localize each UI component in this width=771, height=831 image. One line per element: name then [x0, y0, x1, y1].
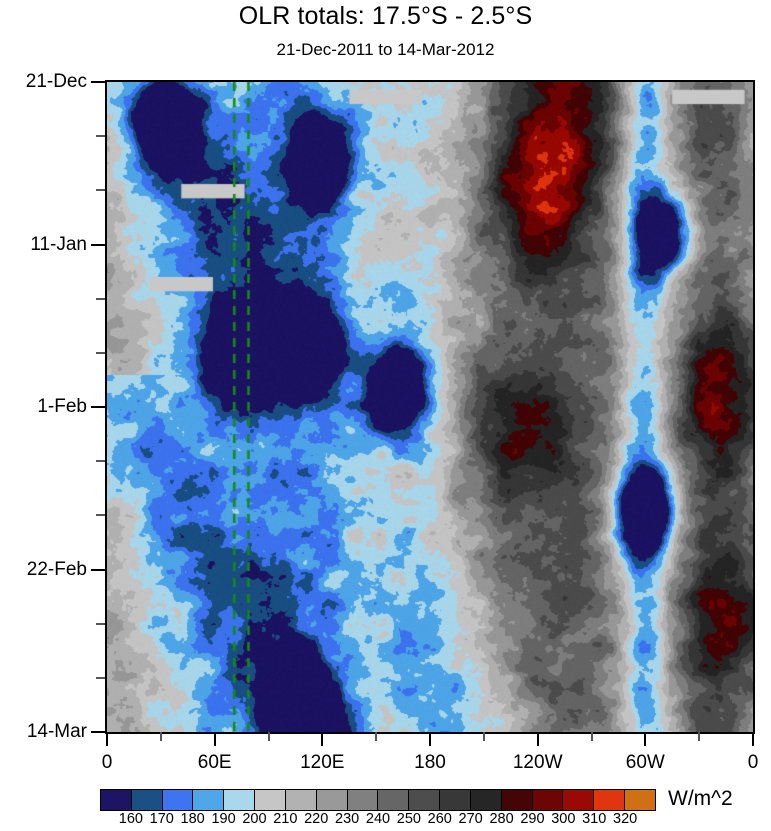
colorbar-tick-label: 290: [520, 811, 545, 827]
x-tick-major: [536, 732, 539, 746]
colorbar-cell: [593, 790, 625, 810]
colorbar-tick-label: 310: [582, 811, 607, 827]
x-tick-label: 60W: [625, 752, 665, 773]
colorbar-tick-label: 280: [489, 811, 514, 827]
colorbar-tick-label: 170: [149, 811, 174, 827]
y-tick-label: 11-Jan: [30, 233, 87, 255]
colorbar-cell: [377, 790, 409, 810]
x-tick-label: 0: [747, 752, 759, 773]
colorbar: [100, 789, 656, 811]
page-title: OLR totals: 17.5°S - 2.5°S: [238, 2, 533, 30]
y-tick-major: [91, 243, 105, 246]
colorbar-tick-label: 200: [242, 811, 267, 827]
x-tick-minor: [267, 732, 270, 741]
colorbar-tick-labels: 160 170 180 190 200 210 220 230 240 250 260 270 280 2…: [0, 811, 771, 831]
x-tick-minor: [375, 732, 378, 741]
colorbar-cell: [439, 790, 470, 810]
colorbar-tick-label: 250: [396, 811, 421, 827]
colorbar-cell: [346, 790, 378, 810]
colorbar-cell: [408, 790, 440, 810]
colorbar-cell: [469, 790, 501, 810]
colorbar-tick-label: 270: [458, 811, 483, 827]
colorbar-cell: [500, 790, 532, 810]
colorbar-tick-label: 240: [365, 811, 391, 827]
colorbar-tick-label: 220: [304, 811, 329, 827]
y-tick-minor: [96, 135, 105, 138]
colorbar-tick-label: 320: [613, 811, 638, 827]
x-tick-major: [106, 732, 108, 746]
colorbar-tick-label: 160: [118, 811, 143, 827]
colorbar-cell: [254, 790, 285, 810]
colorbar-cell: [624, 790, 655, 810]
colorbar-cell: [101, 790, 131, 810]
y-tick-minor: [96, 189, 105, 192]
colorbar-cell: [562, 790, 594, 810]
y-tick-minor: [96, 676, 105, 679]
olr-contour-field: [107, 82, 753, 732]
colorbar-cell: [284, 790, 316, 810]
colorbar-units-label: W/m^2: [668, 787, 733, 810]
x-tick-major: [644, 732, 647, 746]
colorbar-cell: [192, 790, 224, 810]
figure-subtitle: 21-Dec-2011 to 14-Mar-2012: [276, 40, 495, 59]
y-tick-label: 22-Feb: [26, 558, 87, 580]
x-tick-major: [321, 732, 324, 746]
y-tick-minor: [96, 460, 105, 463]
colorbar-tick-label: 300: [551, 811, 576, 827]
y-tick-label: 21-Dec: [25, 71, 87, 92]
colorbar-tick-label: 190: [211, 811, 236, 827]
x-tick-minor: [590, 732, 593, 741]
y-tick-major: [91, 406, 105, 408]
y-tick-minor: [96, 622, 105, 625]
colorbar-cell: [223, 790, 255, 810]
y-tick-minor: [96, 514, 105, 517]
y-tick-label: 1-Feb: [37, 396, 87, 417]
colorbar-tick-label: 180: [180, 811, 205, 827]
x-tick-major: [213, 732, 216, 746]
x-tick-minor: [159, 732, 162, 741]
x-tick-major: [752, 732, 754, 746]
y-tick-major: [91, 731, 105, 733]
x-tick-label: 120E: [300, 752, 345, 773]
colorbar-tick-label: 210: [273, 811, 298, 827]
colorbar-cell: [161, 790, 193, 810]
x-tick-minor: [482, 732, 485, 741]
x-tick-label: 180: [414, 752, 446, 773]
y-tick-minor: [96, 297, 105, 300]
x-tick-minor: [698, 732, 701, 741]
colorbar-cell: [315, 790, 347, 810]
x-tick-major: [429, 732, 431, 746]
colorbar-cell: [130, 790, 162, 810]
y-tick-major: [91, 81, 105, 83]
plot-area: 21-Dec 11-Jan 1-Feb 22-Feb 14-Mar 0 60E 120E 18…: [26, 71, 759, 773]
x-tick-label: 0: [101, 752, 113, 773]
y-tick-minor: [96, 351, 105, 354]
y-tick-major: [91, 568, 105, 571]
colorbar-cell: [531, 790, 563, 810]
x-tick-label: 120W: [512, 752, 563, 773]
colorbar-tick-label: 230: [335, 811, 360, 827]
colorbar-tick-label: 260: [427, 811, 452, 827]
y-tick-label: 14-Mar: [26, 721, 87, 742]
x-tick-label: 60E: [197, 752, 232, 773]
